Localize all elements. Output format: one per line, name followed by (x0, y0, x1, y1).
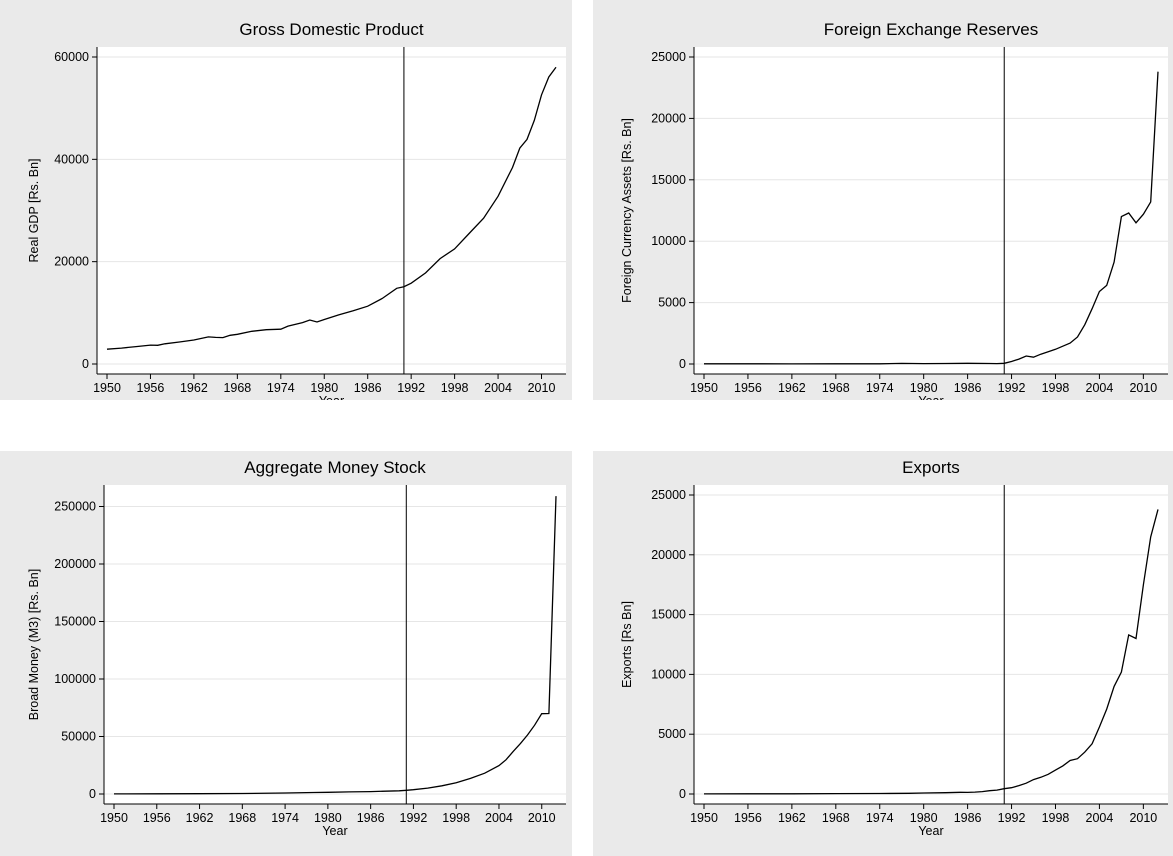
x-tick-label: 2010 (1129, 381, 1157, 395)
chart-title: Gross Domestic Product (239, 20, 423, 39)
x-tick-label: 1962 (186, 811, 214, 825)
x-tick-label: 1950 (100, 811, 128, 825)
y-tick-label: 40000 (54, 152, 89, 166)
y-tick-label: 15000 (651, 173, 686, 187)
x-tick-label: 2004 (485, 811, 513, 825)
x-tick-label: 1962 (180, 381, 208, 395)
y-tick-label: 50000 (61, 730, 96, 744)
x-axis-label: Year (322, 824, 347, 838)
x-tick-label: 1980 (314, 811, 342, 825)
chart-panel-exports: 0 5000 10000 15000 20000 25000 1950 1956 1962 196… (593, 451, 1173, 856)
x-tick-label: 2010 (1129, 811, 1157, 825)
x-tick-label: 1998 (442, 811, 470, 825)
y-tick-label: 20000 (651, 548, 686, 562)
x-tick-label: 1974 (866, 811, 894, 825)
x-tick-label: 1950 (690, 381, 718, 395)
plot-area (97, 47, 566, 374)
x-tick-label: 2010 (528, 381, 556, 395)
x-tick-label: 1998 (1042, 811, 1070, 825)
y-tick-label: 0 (679, 787, 686, 801)
y-tick-label: 20000 (54, 255, 89, 269)
y-tick-label: 5000 (658, 296, 686, 310)
plot-area (694, 47, 1168, 374)
plot-area (104, 485, 566, 804)
x-tick-label: 2004 (1086, 811, 1114, 825)
y-tick-label: 0 (679, 357, 686, 371)
chart-panel-money: 0 50000 100000 150000 200000 250000 1950 1956 19… (0, 451, 572, 856)
y-tick-label: 20000 (651, 111, 686, 125)
x-axis-label: Year (319, 394, 344, 400)
x-tick-label: 1980 (310, 381, 338, 395)
y-tick-label: 5000 (658, 727, 686, 741)
chart-panel-forex: 0 5000 10000 15000 20000 25000 1950 1956 1962 196… (593, 0, 1173, 400)
x-tick-label: 1962 (778, 381, 806, 395)
x-tick-label: 1950 (690, 811, 718, 825)
x-tick-label: 1998 (441, 381, 469, 395)
x-tick-label: 1956 (143, 811, 171, 825)
x-tick-label: 1956 (734, 381, 762, 395)
y-tick-label: 250000 (54, 500, 96, 514)
x-tick-label: 1974 (866, 381, 894, 395)
y-tick-label: 15000 (651, 608, 686, 622)
x-tick-label: 1950 (93, 381, 121, 395)
y-tick-label: 0 (82, 357, 89, 371)
y-axis-label: Real GDP [Rs. Bn] (27, 159, 41, 263)
x-tick-label: 1968 (822, 811, 850, 825)
chart-panel-gdp: 0 20000 40000 60000 1950 1956 1962 1968 1974 1980… (0, 0, 572, 400)
y-axis-label: Foreign Currency Assets [Rs. Bn] (620, 118, 634, 303)
x-tick-label: 1992 (397, 381, 425, 395)
chart-title: Aggregate Money Stock (244, 458, 426, 477)
chart-svg: 0 5000 10000 15000 20000 25000 1950 1956 1962 196… (620, 20, 1168, 400)
x-tick-label: 1992 (998, 381, 1026, 395)
x-tick-label: 1968 (228, 811, 256, 825)
series-line (106, 66, 557, 350)
x-tick-label: 1986 (354, 381, 382, 395)
x-tick-label: 1974 (271, 811, 299, 825)
x-tick-label: 2010 (528, 811, 556, 825)
chart-title: Exports (902, 458, 960, 477)
plot-area (694, 485, 1168, 804)
chart-svg: 0 5000 10000 15000 20000 25000 1950 1956 1962 196… (620, 458, 1168, 838)
x-tick-label: 1968 (223, 381, 251, 395)
x-axis-label: Year (918, 824, 943, 838)
y-axis-label: Exports [Rs Bn] (620, 601, 634, 688)
y-tick-label: 10000 (651, 667, 686, 681)
y-tick-label: 100000 (54, 672, 96, 686)
x-tick-label: 1956 (137, 381, 165, 395)
x-tick-label: 1992 (998, 811, 1026, 825)
x-tick-label: 2004 (1086, 381, 1114, 395)
x-tick-label: 1998 (1042, 381, 1070, 395)
chart-svg: 0 50000 100000 150000 200000 250000 1950 1956 19… (27, 458, 566, 838)
x-tick-label: 1986 (954, 811, 982, 825)
y-tick-label: 25000 (651, 488, 686, 502)
y-tick-label: 200000 (54, 557, 96, 571)
x-axis-label: Year (918, 394, 943, 400)
y-tick-label: 10000 (651, 234, 686, 248)
y-tick-label: 0 (89, 787, 96, 801)
x-tick-label: 1974 (267, 381, 295, 395)
y-tick-label: 25000 (651, 50, 686, 64)
x-tick-label: 2004 (484, 381, 512, 395)
x-tick-label: 1962 (778, 811, 806, 825)
chart-svg: 0 20000 40000 60000 1950 1956 1962 1968 1974 1980… (27, 20, 566, 400)
x-tick-label: 1992 (400, 811, 428, 825)
x-tick-label: 1980 (910, 811, 938, 825)
series-line (704, 71, 1159, 365)
x-tick-label: 1986 (954, 381, 982, 395)
chart-title: Foreign Exchange Reserves (824, 20, 1039, 39)
x-tick-label: 1968 (822, 381, 850, 395)
y-tick-label: 150000 (54, 615, 96, 629)
y-axis-label: Broad Money (M3) [Rs. Bn] (27, 569, 41, 720)
x-tick-label: 1980 (910, 381, 938, 395)
x-tick-label: 1986 (357, 811, 385, 825)
series-line (703, 509, 1159, 795)
series-line (113, 496, 557, 795)
y-tick-label: 60000 (54, 50, 89, 64)
x-tick-label: 1956 (734, 811, 762, 825)
